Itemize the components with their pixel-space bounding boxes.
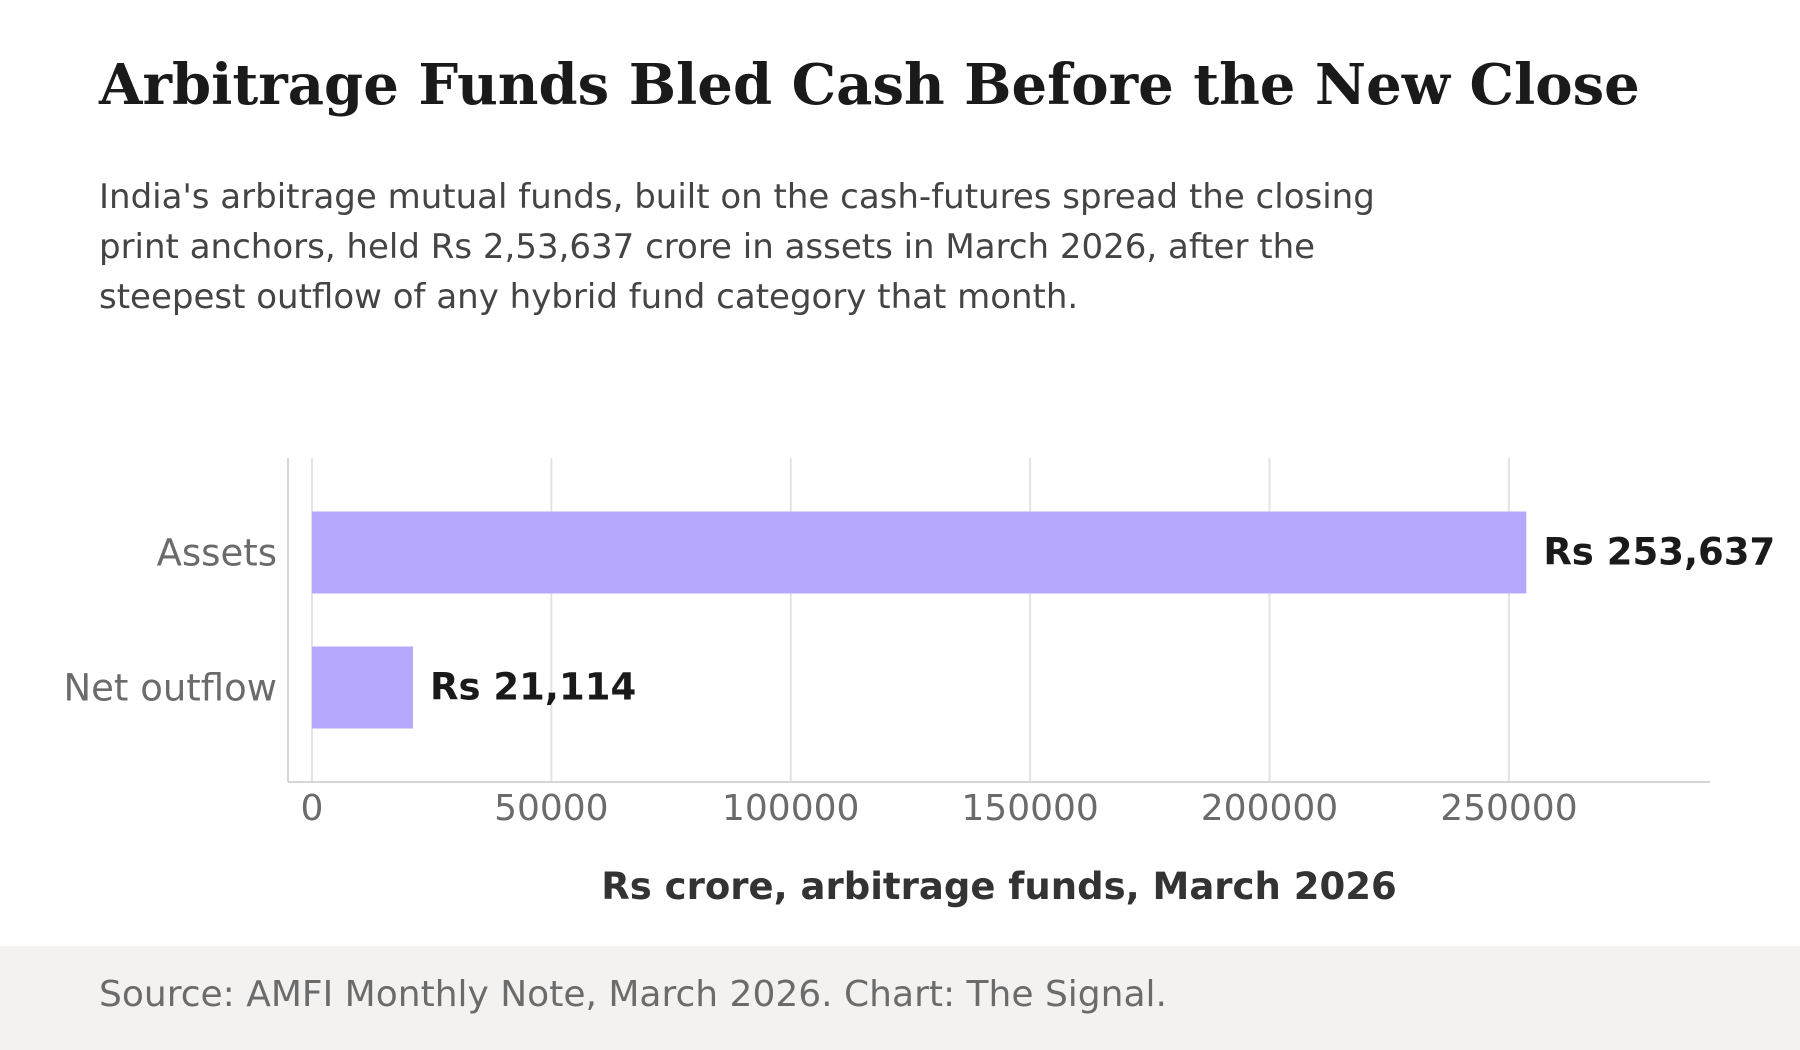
axes — [287, 458, 1710, 783]
x-tick-label: 50000 — [494, 788, 609, 829]
x-tick-label: 0 — [300, 788, 323, 829]
bar-chart: Rs 253,637 Rs 21,114 Assets Net outflow 0 5… — [63, 458, 1775, 908]
x-axis-label: Rs crore, arbitrage funds, March 2026 — [601, 865, 1396, 908]
x-tick-label: 150000 — [961, 788, 1098, 829]
chart-subtitle: India's arbitrage mutual funds, built on… — [99, 177, 1375, 317]
bars — [311, 511, 1527, 729]
x-tick-label: 250000 — [1440, 788, 1577, 829]
chart-title: Arbitrage Funds Bled Cash Before the New… — [99, 52, 1640, 118]
footer-band — [0, 946, 1800, 1050]
x-tick-label: 100000 — [722, 788, 859, 829]
source-note: Source: AMFI Monthly Note, March 2026. C… — [99, 974, 1167, 1015]
gridlines — [310, 458, 1510, 782]
category-labels: Assets Net outflow — [63, 532, 277, 710]
bar-net-outflow — [311, 646, 414, 729]
data-label: Rs 21,114 — [430, 666, 636, 709]
category-label: Net outflow — [63, 667, 277, 710]
x-tick-labels: 0 50000 100000 150000 200000 250000 — [300, 788, 1577, 829]
data-label: Rs 253,637 — [1543, 531, 1775, 574]
category-label: Assets — [157, 532, 277, 575]
data-labels: Rs 253,637 Rs 21,114 — [430, 531, 1775, 709]
bar-assets — [311, 511, 1527, 594]
x-tick-label: 200000 — [1201, 788, 1338, 829]
